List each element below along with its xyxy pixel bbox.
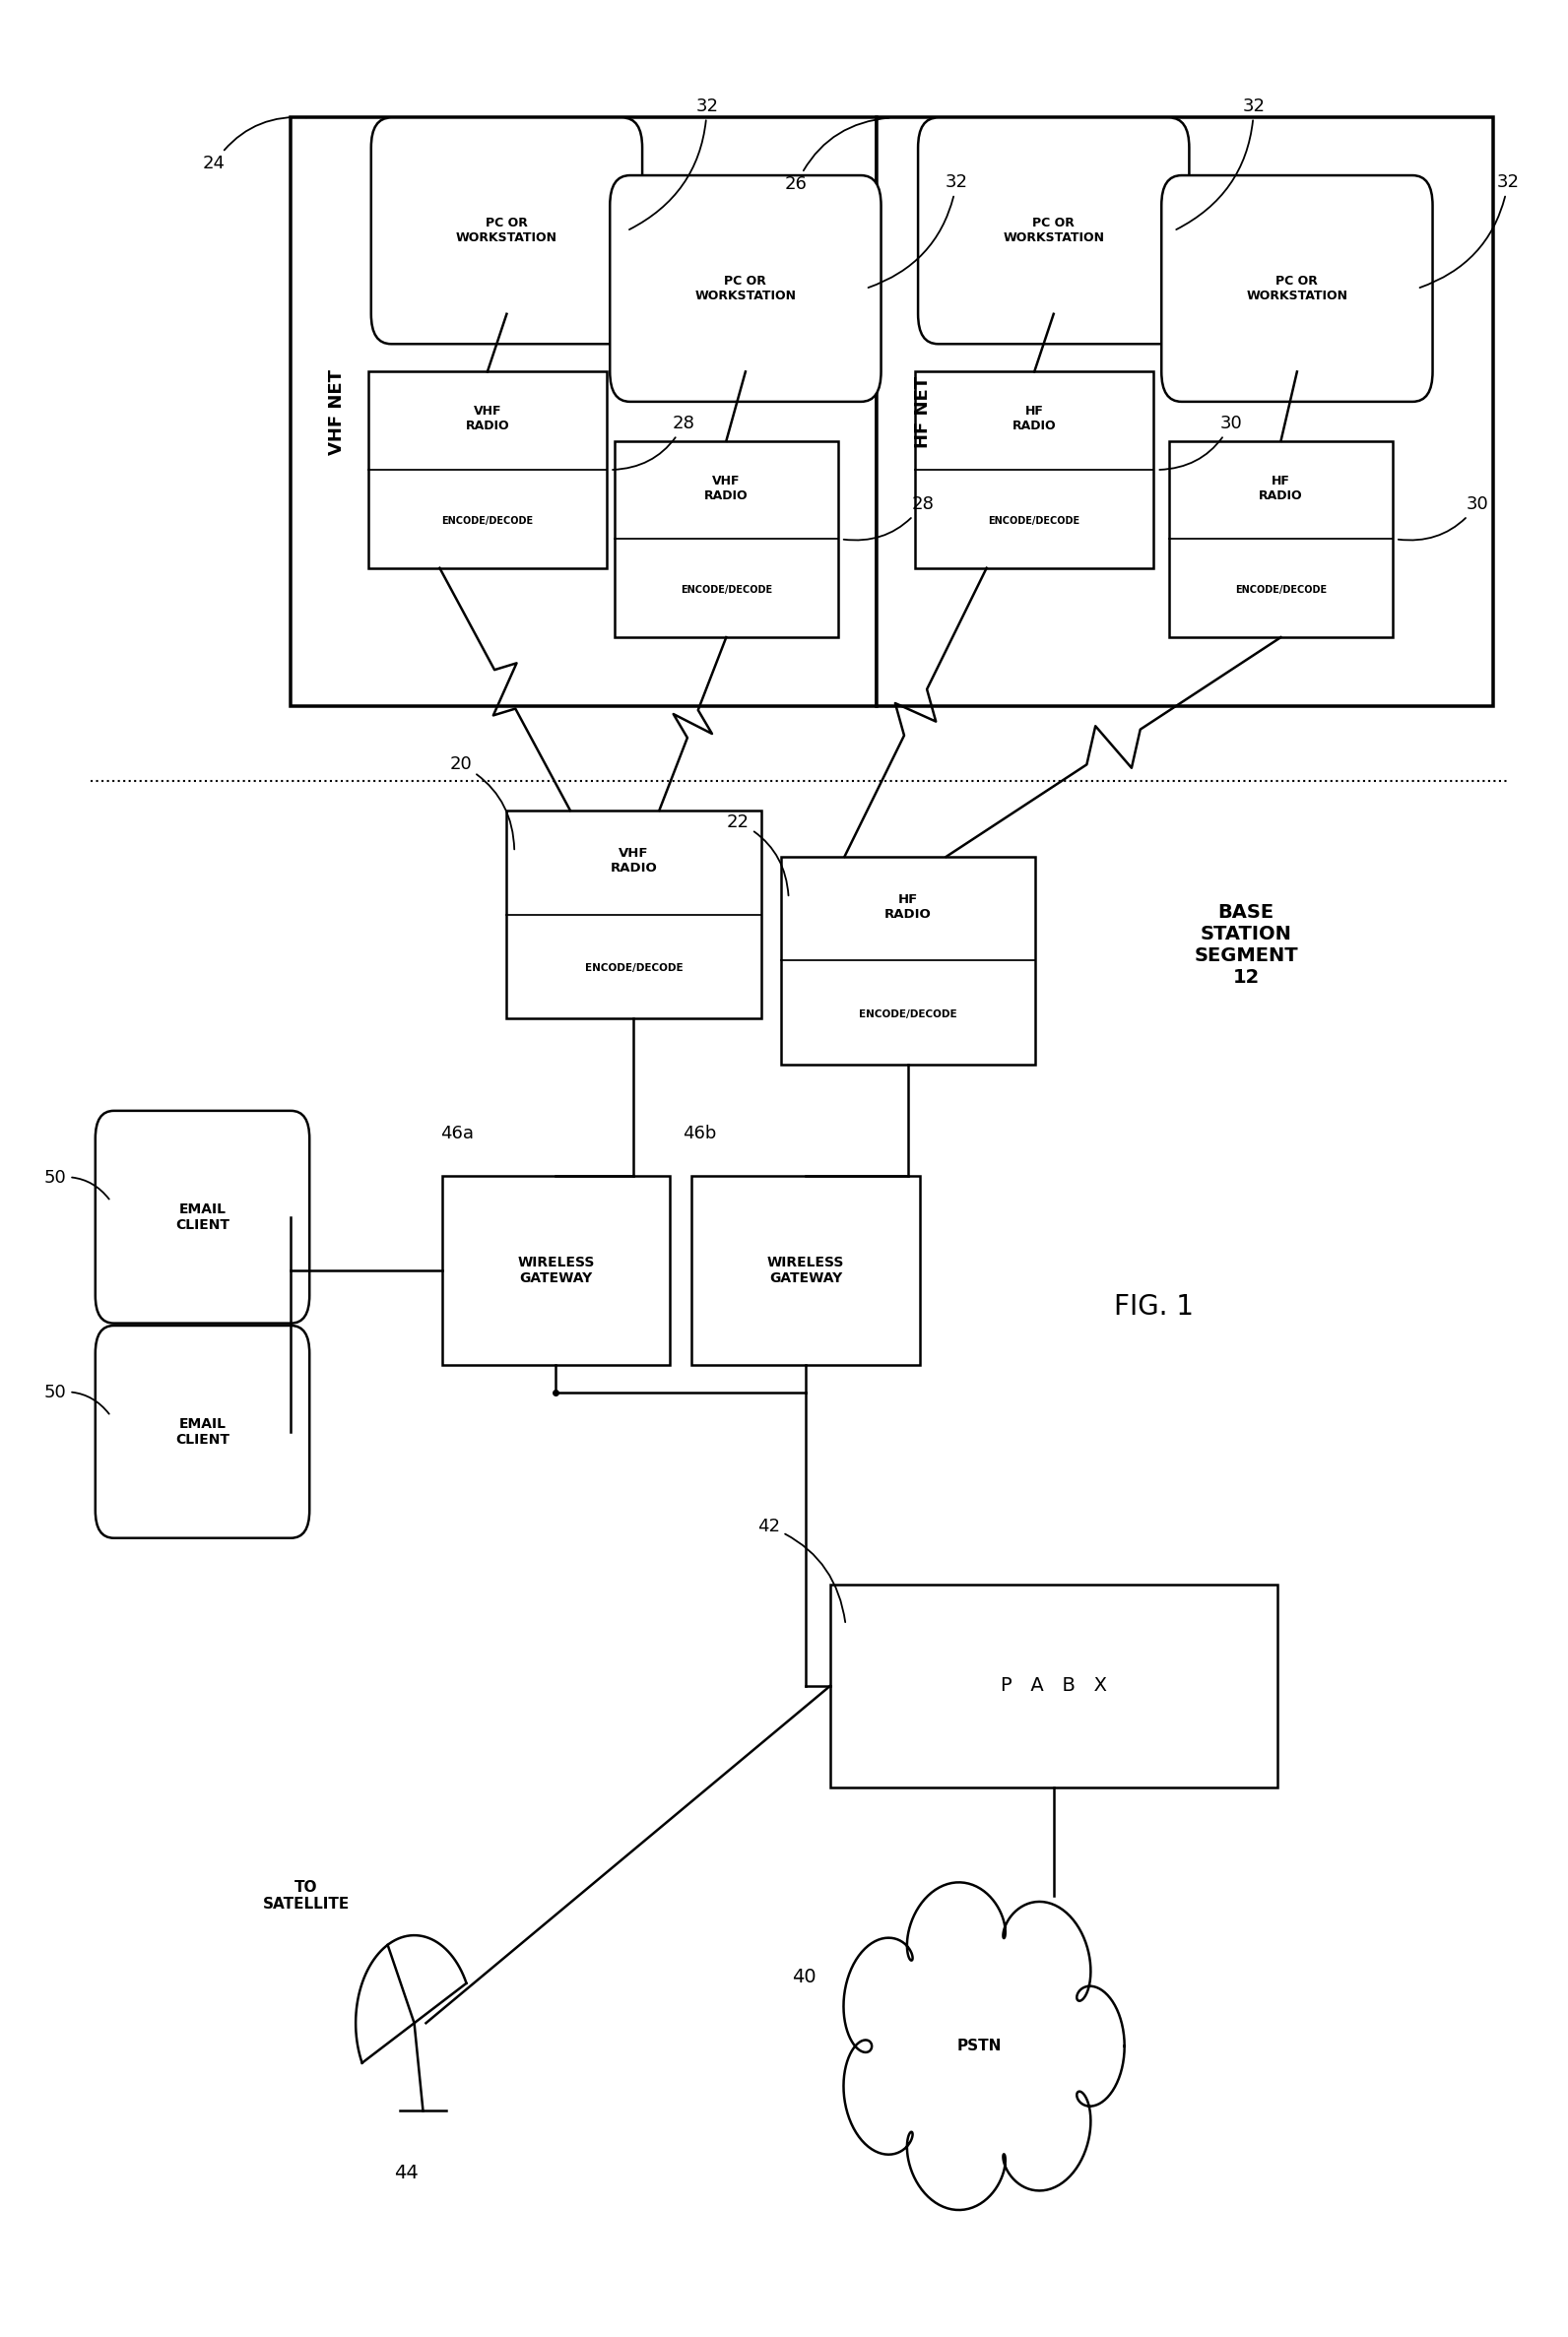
Bar [916,372,1154,568]
Text: PC OR
WORKSTATION: PC OR WORKSTATION [1247,276,1348,301]
Bar [506,811,760,1019]
Bar [781,858,1035,1066]
Text: HF NET: HF NET [914,376,931,449]
Text: EMAIL
CLIENT: EMAIL CLIENT [176,1201,229,1232]
Text: 32: 32 [1419,173,1519,287]
FancyBboxPatch shape [372,117,643,344]
Text: 30: 30 [1399,495,1488,540]
Text: HF
RADIO: HF RADIO [1259,474,1303,502]
Text: 46a: 46a [441,1124,474,1143]
Text: TO
SATELLITE: TO SATELLITE [263,1879,350,1912]
Text: EMAIL
CLIENT: EMAIL CLIENT [176,1416,229,1447]
Text: ENCODE/DECODE: ENCODE/DECODE [988,516,1080,526]
Bar [829,1584,1276,1788]
FancyBboxPatch shape [610,175,881,402]
FancyBboxPatch shape [917,117,1189,344]
FancyBboxPatch shape [1162,175,1433,402]
Text: PSTN: PSTN [958,2038,1002,2054]
Bar [368,372,607,568]
Text: ENCODE/DECODE: ENCODE/DECODE [1236,584,1327,596]
Bar [1170,442,1392,638]
Text: 32: 32 [869,173,967,287]
Text: 42: 42 [757,1517,845,1622]
Text: VHF
RADIO: VHF RADIO [704,474,748,502]
Text: VHF
RADIO: VHF RADIO [466,404,510,432]
Text: 50: 50 [44,1384,110,1414]
Text: BASE
STATION
SEGMENT
12: BASE STATION SEGMENT 12 [1195,902,1298,986]
Polygon shape [844,1881,1124,2211]
Text: 30: 30 [1160,414,1242,470]
Bar [292,117,877,706]
Text: 44: 44 [395,2164,419,2183]
FancyBboxPatch shape [96,1110,309,1323]
Text: FIG. 1: FIG. 1 [1113,1292,1193,1320]
Text: 22: 22 [726,813,789,895]
Text: 26: 26 [786,117,889,194]
Text: ENCODE/DECODE: ENCODE/DECODE [585,963,682,975]
FancyBboxPatch shape [96,1325,309,1538]
Text: PC OR
WORKSTATION: PC OR WORKSTATION [695,276,797,301]
Text: PC OR
WORKSTATION: PC OR WORKSTATION [456,217,557,245]
Text: 20: 20 [450,755,514,848]
Bar [615,442,837,638]
Text: ENCODE/DECODE: ENCODE/DECODE [681,584,771,596]
Text: VHF
RADIO: VHF RADIO [610,846,657,874]
Text: 32: 32 [1176,98,1265,229]
Text: WIRELESS
GATEWAY: WIRELESS GATEWAY [517,1255,594,1285]
Text: 28: 28 [844,495,935,540]
Text: PC OR
WORKSTATION: PC OR WORKSTATION [1004,217,1104,245]
Text: P   A   B   X: P A B X [1000,1676,1107,1694]
Bar [691,1176,919,1365]
Text: 46b: 46b [682,1124,717,1143]
Text: ENCODE/DECODE: ENCODE/DECODE [442,516,533,526]
Text: 50: 50 [44,1168,110,1199]
Text: 32: 32 [629,98,718,229]
Bar [877,117,1493,706]
Text: HF
RADIO: HF RADIO [884,893,931,921]
Text: VHF NET: VHF NET [328,369,347,456]
Text: ENCODE/DECODE: ENCODE/DECODE [859,1010,956,1019]
Bar [442,1176,670,1365]
Text: WIRELESS
GATEWAY: WIRELESS GATEWAY [767,1255,844,1285]
Text: 40: 40 [792,1968,817,1986]
Text: HF
RADIO: HF RADIO [1013,404,1057,432]
Text: 28: 28 [613,414,695,470]
Text: 24: 24 [202,117,307,173]
